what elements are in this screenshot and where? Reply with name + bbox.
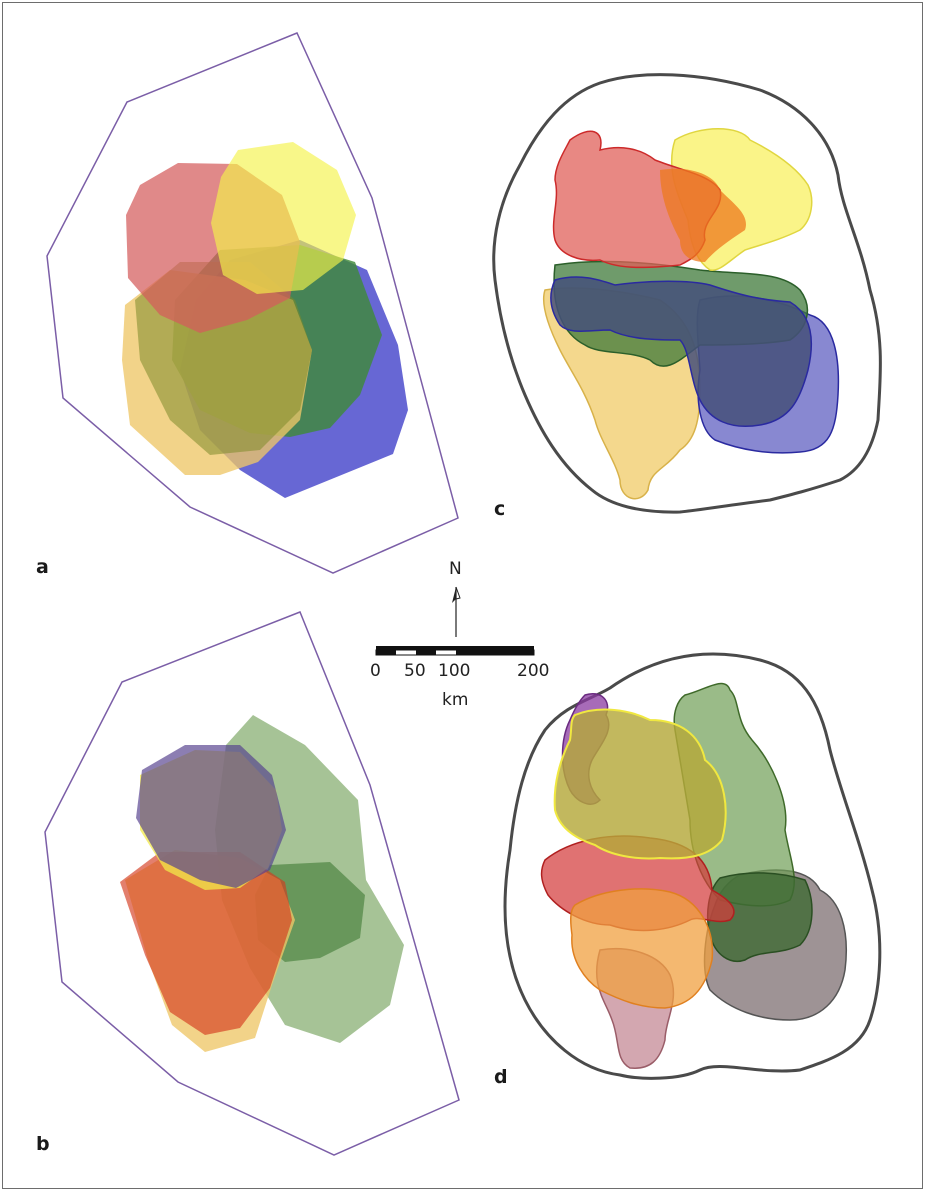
panel-c-orange-overlap (660, 168, 746, 262)
panel-b-boundary (44, 611, 460, 1156)
panel-d-orange-range (570, 888, 714, 1009)
panel-label-b: b (36, 1133, 50, 1155)
scale-bar (375, 646, 535, 656)
panel-d-map (503, 652, 882, 1080)
north-arrow (452, 586, 461, 637)
panel-d-study-area-outline (503, 652, 882, 1080)
north-arrow-icon (452, 587, 456, 603)
north-label: N (449, 559, 462, 579)
panel-c-map (492, 73, 882, 514)
panel-label-c: c (494, 498, 506, 520)
panel-label-d: d (494, 1066, 508, 1088)
panel-b-map (44, 611, 460, 1156)
panel-b-red-range (120, 852, 292, 1035)
panel-d-yellow-range (553, 708, 727, 860)
panel-a-map (46, 32, 459, 574)
panel-a-boundary (46, 32, 459, 574)
scale-tick-50: 50 (404, 661, 426, 681)
panel-c-study-area-outline (492, 73, 882, 514)
scale-tick-100: 100 (438, 661, 471, 681)
panel-c-navy-range (550, 276, 813, 427)
scale-unit: km (442, 690, 469, 710)
panel-a-yellow-range (211, 142, 356, 294)
panel-label-a: a (36, 556, 49, 578)
panel-b-purple-range (136, 745, 286, 888)
scale-tick-200: 200 (517, 661, 550, 681)
scale-tick-0: 0 (370, 661, 381, 681)
